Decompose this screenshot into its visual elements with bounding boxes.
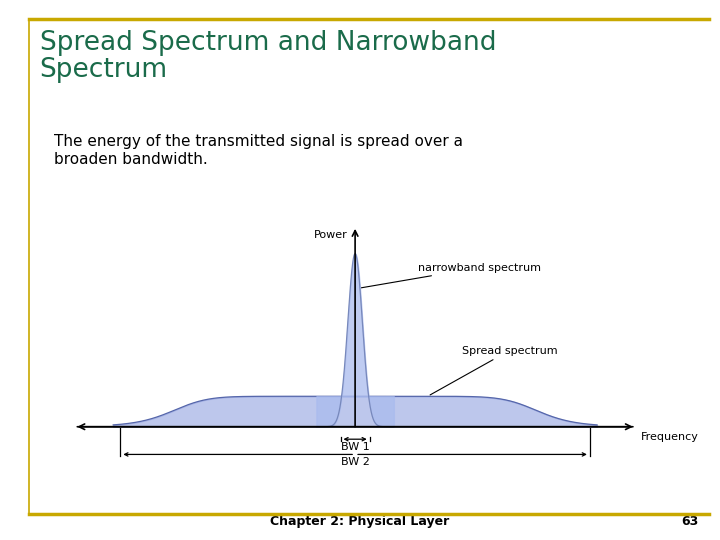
Text: narrowband spectrum: narrowband spectrum — [361, 262, 541, 288]
Text: Spread Spectrum and Narrowband: Spread Spectrum and Narrowband — [40, 30, 496, 56]
Text: Chapter 2: Physical Layer: Chapter 2: Physical Layer — [271, 515, 449, 528]
Text: BW 2: BW 2 — [341, 457, 369, 467]
Text: BW 1: BW 1 — [341, 442, 369, 452]
Text: Frequency: Frequency — [641, 433, 698, 442]
Text: Power: Power — [314, 230, 348, 240]
Text: Spectrum: Spectrum — [40, 57, 168, 83]
Text: The energy of the transmitted signal is spread over a: The energy of the transmitted signal is … — [54, 134, 463, 149]
Text: Spread spectrum: Spread spectrum — [430, 346, 557, 395]
Text: 63: 63 — [681, 515, 698, 528]
Text: broaden bandwidth.: broaden bandwidth. — [54, 152, 208, 167]
